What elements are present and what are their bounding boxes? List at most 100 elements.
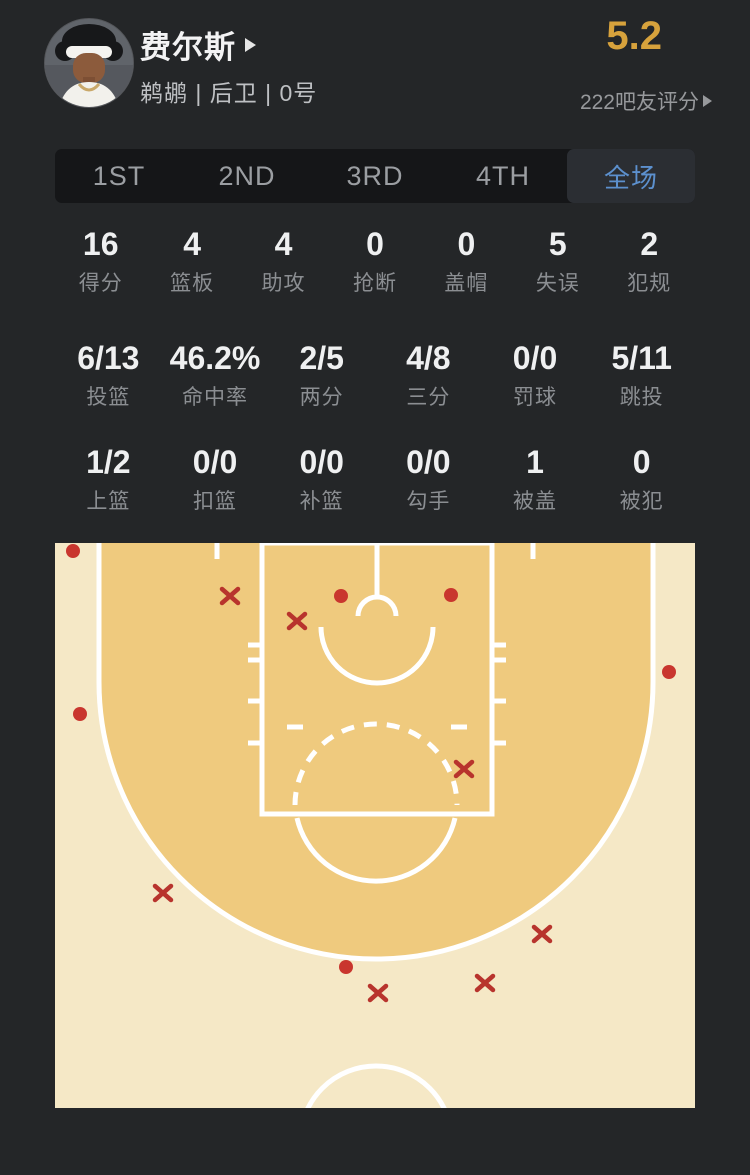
stat-label: 勾手 (406, 490, 451, 513)
stat-得分: 16 得分 (55, 224, 146, 299)
three-point-line (96, 543, 656, 962)
stat-value: 0 (366, 226, 384, 262)
stat-value: 0/0 (299, 444, 344, 480)
stat-上篮: 1/2 上篮 (55, 442, 162, 517)
stat-label: 抢断 (352, 272, 397, 295)
missed-shot-x (219, 586, 241, 606)
stat-value: 0/0 (512, 340, 558, 376)
stat-label: 补篮 (299, 490, 344, 513)
stat-label: 被盖 (513, 490, 558, 513)
stats-row-2: 6/13 投篮 46.2% 命中率 2/5 两分 4/8 三分 0/0 罚球 5/11 跳投 (55, 338, 695, 413)
lane-hash-marks-left (248, 642, 262, 746)
made-shot-dot (444, 588, 458, 602)
stat-label: 助攻 (261, 272, 306, 295)
stat-value: 0/0 (406, 444, 451, 480)
stat-扣篮: 0/0 扣篮 (162, 442, 269, 517)
stat-value: 0 (457, 226, 476, 262)
stat-label: 命中率 (182, 386, 248, 409)
stat-助攻: 4 助攻 (238, 224, 329, 299)
rim-and-stem (355, 543, 399, 617)
stat-label: 盖帽 (444, 272, 489, 295)
tab-2ND[interactable]: 2ND (218, 160, 276, 191)
stat-label: 得分 (78, 272, 123, 295)
stat-label: 被犯 (619, 490, 664, 513)
stat-label: 上篮 (86, 490, 131, 513)
tab-1ST[interactable]: 1ST (92, 160, 146, 191)
court-inside-three-point-area (99, 543, 653, 959)
made-shot-dot (339, 960, 353, 974)
stat-三分: 4/8 三分 (375, 338, 482, 413)
player-avatar-image (45, 19, 133, 107)
stat-投篮: 6/13 投篮 (55, 338, 162, 413)
free-throw-circle-bottom (294, 817, 458, 884)
made-shot-dot (73, 707, 87, 721)
stat-label: 扣篮 (193, 490, 237, 513)
stat-label: 犯规 (627, 272, 672, 295)
stat-label: 三分 (406, 386, 451, 409)
stat-两分: 2/5 两分 (268, 338, 375, 413)
stat-命中率: 46.2% 命中率 (162, 338, 269, 413)
stat-value: 0 (632, 444, 651, 480)
stat-value: 5/11 (611, 340, 672, 376)
stat-label: 跳投 (619, 386, 664, 409)
stat-犯规: 2 犯规 (604, 224, 695, 299)
stat-被盖: 1 被盖 (482, 442, 589, 517)
stat-value: 5 (548, 226, 567, 262)
stats-row-1: 16 得分 4 篮板 4 助攻 0 抢断 0 盖帽 5 失误 2 犯规 (55, 224, 695, 299)
missed-shot-x (474, 973, 496, 993)
made-shot-dot (334, 589, 348, 603)
stat-value: 46.2% (169, 340, 261, 376)
stat-label: 罚球 (513, 386, 558, 409)
player-avatar[interactable] (44, 18, 134, 108)
tab-bar: 1ST 2ND 3RD 4TH 全场 (55, 149, 695, 203)
stat-抢断: 0 抢断 (329, 224, 420, 299)
stat-篮板: 4 篮板 (146, 224, 237, 299)
made-shot-dot (662, 665, 676, 679)
court-lines (96, 540, 656, 1175)
stat-value: 4/8 (406, 340, 451, 376)
player-meta: 鹈鹕 | 后卫 | 0号 (140, 80, 318, 106)
player-name: 费尔斯 (140, 30, 236, 65)
stat-label: 两分 (299, 386, 344, 409)
tab-3RD[interactable]: 3RD (346, 160, 404, 191)
shot-marks (66, 544, 676, 1003)
stat-跳投: 5/11 跳投 (588, 338, 695, 413)
stat-value: 6/13 (77, 340, 140, 376)
caret-right-icon (703, 95, 712, 107)
stat-勾手: 0/0 勾手 (375, 442, 482, 517)
restricted-area-arc (318, 626, 436, 686)
stat-value: 16 (82, 226, 119, 262)
missed-shot-x (286, 611, 308, 631)
stat-value: 2/5 (299, 340, 344, 376)
tab-全场[interactable]: 全场 (567, 149, 695, 203)
player-name-row[interactable]: 费尔斯 (140, 22, 256, 67)
stat-value: 2 (640, 226, 659, 262)
missed-shot-x (531, 924, 553, 944)
stat-label: 篮板 (170, 272, 215, 295)
stat-value: 4 (183, 226, 202, 262)
stat-失误: 5 失误 (512, 224, 603, 299)
stat-value: 4 (274, 226, 293, 262)
lane-hash-marks-right (492, 642, 506, 746)
shot-chart-court (55, 540, 695, 1175)
player-rating: 5.2 (606, 14, 662, 58)
stat-label: 投篮 (86, 386, 131, 409)
stat-label: 失误 (535, 272, 580, 295)
tab-4TH[interactable]: 4TH (475, 160, 530, 191)
baseline-ticks (214, 543, 536, 559)
free-throw-circle-top-dashed (292, 721, 460, 806)
missed-shot-x (367, 983, 389, 1003)
missed-shot-x (152, 883, 174, 903)
caret-right-icon (245, 37, 256, 52)
missed-shot-x (453, 759, 475, 779)
stats-row-3: 1/2 上篮 0/0 扣篮 0/0 补篮 0/0 勾手 1 被盖 0 被犯 (55, 442, 695, 517)
court-svg (55, 540, 695, 1175)
stat-被犯: 0 被犯 (588, 442, 695, 517)
rating-caption-link[interactable]: 222吧友评分 (580, 86, 712, 116)
stat-罚球: 0/0 罚球 (482, 338, 589, 413)
stat-value: 1 (526, 444, 544, 480)
stat-value: 1/2 (86, 444, 131, 480)
stat-补篮: 0/0 补篮 (268, 442, 375, 517)
stat-value: 0/0 (192, 444, 238, 480)
rating-caption-text: 222吧友评分 (579, 91, 699, 114)
